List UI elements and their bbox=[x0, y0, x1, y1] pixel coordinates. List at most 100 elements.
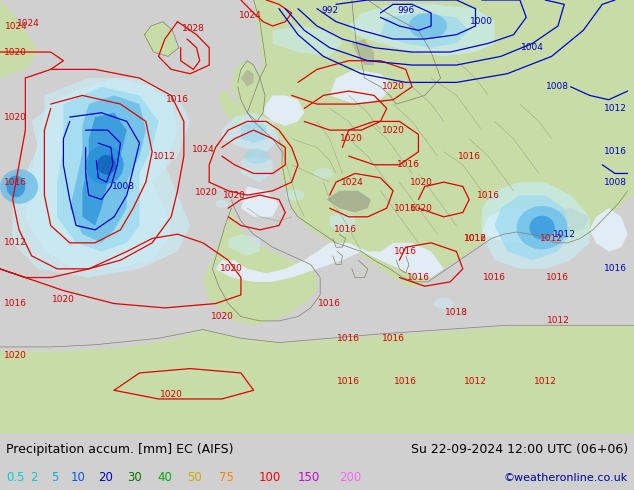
Polygon shape bbox=[247, 0, 634, 286]
Text: 100: 100 bbox=[259, 471, 281, 484]
Text: 1000: 1000 bbox=[470, 17, 493, 26]
Polygon shape bbox=[330, 70, 393, 104]
Text: 50: 50 bbox=[187, 471, 202, 484]
Text: 1024: 1024 bbox=[17, 19, 40, 28]
Ellipse shape bbox=[314, 168, 333, 179]
Text: 1012: 1012 bbox=[153, 151, 176, 161]
Text: 1020: 1020 bbox=[220, 265, 243, 273]
Ellipse shape bbox=[216, 200, 228, 208]
Text: 1016: 1016 bbox=[477, 191, 500, 199]
Text: 150: 150 bbox=[298, 471, 320, 484]
Text: 1008: 1008 bbox=[604, 178, 626, 187]
Text: 1020: 1020 bbox=[382, 82, 404, 91]
Text: 1016: 1016 bbox=[4, 299, 27, 308]
Text: 1020: 1020 bbox=[160, 390, 183, 399]
Text: 1012: 1012 bbox=[547, 317, 569, 325]
Text: 1012: 1012 bbox=[534, 377, 557, 386]
Text: 1016: 1016 bbox=[337, 334, 360, 343]
Text: 1016: 1016 bbox=[394, 377, 417, 386]
Text: 1012: 1012 bbox=[604, 104, 626, 113]
Text: 1016: 1016 bbox=[318, 299, 341, 308]
Text: 30: 30 bbox=[127, 471, 141, 484]
Text: 1020: 1020 bbox=[410, 178, 433, 187]
Text: 1016: 1016 bbox=[4, 178, 27, 187]
Polygon shape bbox=[590, 208, 628, 251]
Text: 1018: 1018 bbox=[445, 308, 468, 317]
Polygon shape bbox=[0, 325, 634, 434]
Ellipse shape bbox=[0, 169, 38, 204]
Ellipse shape bbox=[517, 206, 567, 249]
Text: 1004: 1004 bbox=[521, 43, 544, 52]
Text: 1016: 1016 bbox=[398, 160, 420, 169]
Text: 1016: 1016 bbox=[458, 151, 481, 161]
Text: 1020: 1020 bbox=[4, 351, 27, 360]
Polygon shape bbox=[349, 4, 495, 56]
Text: 1020: 1020 bbox=[410, 204, 433, 213]
Text: 1020: 1020 bbox=[4, 48, 27, 56]
Text: ©weatheronline.co.uk: ©weatheronline.co.uk bbox=[503, 472, 628, 483]
Text: 1016: 1016 bbox=[604, 147, 626, 156]
Polygon shape bbox=[0, 0, 38, 78]
Polygon shape bbox=[380, 13, 469, 48]
Polygon shape bbox=[143, 22, 178, 56]
Polygon shape bbox=[203, 208, 317, 325]
Text: Su 22-09-2024 12:00 UTC (06+06): Su 22-09-2024 12:00 UTC (06+06) bbox=[411, 443, 628, 456]
Text: 1016: 1016 bbox=[394, 247, 417, 256]
Polygon shape bbox=[482, 208, 571, 243]
Polygon shape bbox=[352, 0, 444, 104]
Text: 1016: 1016 bbox=[547, 273, 569, 282]
Polygon shape bbox=[219, 91, 233, 117]
Text: 1008: 1008 bbox=[547, 82, 569, 91]
Text: 75: 75 bbox=[219, 471, 233, 484]
Polygon shape bbox=[482, 182, 590, 269]
Ellipse shape bbox=[6, 175, 25, 197]
Ellipse shape bbox=[529, 216, 555, 240]
Text: 1020: 1020 bbox=[340, 134, 363, 143]
Polygon shape bbox=[330, 213, 355, 234]
Polygon shape bbox=[263, 96, 304, 126]
Polygon shape bbox=[228, 234, 260, 256]
Ellipse shape bbox=[434, 298, 453, 309]
Text: 1020: 1020 bbox=[195, 189, 217, 197]
Polygon shape bbox=[222, 113, 279, 152]
Polygon shape bbox=[70, 96, 146, 243]
Text: 1016: 1016 bbox=[334, 225, 357, 234]
Text: 1016: 1016 bbox=[337, 377, 360, 386]
Text: 1016: 1016 bbox=[464, 234, 487, 243]
Text: 1020: 1020 bbox=[210, 312, 233, 321]
Text: 10: 10 bbox=[71, 471, 86, 484]
Polygon shape bbox=[495, 195, 571, 260]
Text: 1012: 1012 bbox=[464, 234, 487, 243]
Polygon shape bbox=[352, 39, 374, 65]
Text: 1020: 1020 bbox=[52, 294, 75, 304]
Polygon shape bbox=[241, 70, 254, 87]
Text: 1016: 1016 bbox=[407, 273, 430, 282]
Text: 1020: 1020 bbox=[4, 113, 27, 122]
Polygon shape bbox=[216, 243, 444, 282]
Text: 20: 20 bbox=[98, 471, 113, 484]
Text: 1016: 1016 bbox=[394, 204, 417, 213]
Text: 1012: 1012 bbox=[464, 377, 487, 386]
Polygon shape bbox=[273, 26, 342, 56]
Text: 0.5: 0.5 bbox=[6, 471, 25, 484]
Ellipse shape bbox=[409, 13, 447, 39]
Text: 1016: 1016 bbox=[166, 95, 189, 104]
Text: 996: 996 bbox=[397, 6, 415, 15]
Text: 1028: 1028 bbox=[182, 24, 205, 33]
Text: 1012: 1012 bbox=[540, 234, 563, 243]
Text: 1024: 1024 bbox=[340, 178, 363, 187]
Polygon shape bbox=[82, 113, 127, 225]
Text: 1008: 1008 bbox=[112, 182, 135, 191]
Text: 1020: 1020 bbox=[382, 125, 404, 135]
Text: Precipitation accum. [mm] EC (AIFS): Precipitation accum. [mm] EC (AIFS) bbox=[6, 443, 234, 456]
Text: 992: 992 bbox=[321, 6, 339, 15]
Polygon shape bbox=[241, 187, 279, 217]
Text: 5: 5 bbox=[51, 471, 58, 484]
Ellipse shape bbox=[285, 190, 304, 200]
Text: 1016: 1016 bbox=[604, 265, 626, 273]
Polygon shape bbox=[13, 78, 190, 277]
Polygon shape bbox=[225, 100, 244, 126]
Text: 1012: 1012 bbox=[553, 230, 576, 239]
Polygon shape bbox=[57, 87, 158, 251]
Ellipse shape bbox=[97, 155, 116, 174]
